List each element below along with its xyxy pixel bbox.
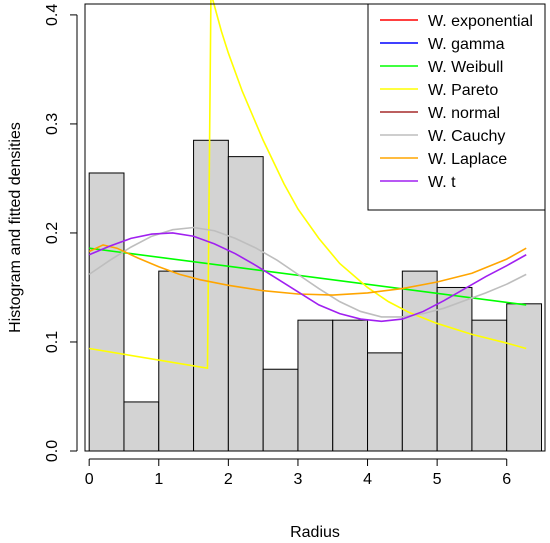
histogram-bars xyxy=(88,139,543,452)
x-tick-label: 2 xyxy=(224,471,233,488)
histogram-bar xyxy=(471,319,508,452)
legend-label: W. Weibull xyxy=(428,59,503,76)
legend-label: W. Laplace xyxy=(428,151,507,168)
histogram-bar xyxy=(297,319,334,452)
histogram-bar xyxy=(401,270,438,452)
x-tick-label: 6 xyxy=(502,471,511,488)
legend-label: W. t xyxy=(428,174,456,191)
y-axis-label: Histogram and fitted densities xyxy=(7,122,24,333)
density-curve-w-laplace xyxy=(88,244,527,296)
histogram-bar xyxy=(506,303,543,452)
histogram-bar xyxy=(227,156,264,452)
plot-frame xyxy=(84,3,546,452)
x-tick-label: 3 xyxy=(293,471,302,488)
x-axis: 0 1 2 3 4 5 6 xyxy=(85,458,511,488)
x-tick-label: 5 xyxy=(433,471,442,488)
x-tick-label: 4 xyxy=(363,471,372,488)
histogram-bar xyxy=(436,286,473,452)
histogram-bar xyxy=(193,139,229,452)
density-curves xyxy=(88,0,527,370)
legend-label: W. exponential xyxy=(428,13,533,30)
legend-box xyxy=(367,3,546,211)
legend-label: W. gamma xyxy=(428,36,505,53)
x-tick-label: 1 xyxy=(154,471,163,488)
legend-label: W. Cauchy xyxy=(428,128,505,145)
histogram-bar xyxy=(367,352,403,452)
x-tick-label: 0 xyxy=(85,471,94,488)
histogram-bar xyxy=(88,172,125,452)
density-curve-w-pareto xyxy=(89,0,527,370)
y-axis: 0.0 0.1 0.2 0.3 0.4 xyxy=(44,4,78,462)
histogram-bar xyxy=(123,401,160,452)
x-axis-label: Radius xyxy=(290,524,340,541)
legend: W. exponential W. gamma W. Weibull W. Paret… xyxy=(367,3,546,211)
y-tick-label: 0.4 xyxy=(44,4,61,26)
y-tick-label: 0.2 xyxy=(44,222,61,244)
y-tick-label: 0.0 xyxy=(44,440,61,462)
y-tick-label: 0.1 xyxy=(44,331,61,353)
legend-label: W. Pareto xyxy=(428,82,498,99)
density-curve-w-t xyxy=(88,232,527,323)
legend-label: W. normal xyxy=(428,105,500,122)
y-tick-label: 0.3 xyxy=(44,113,61,135)
histogram-bar xyxy=(332,319,369,452)
histogram-bar xyxy=(262,368,299,452)
